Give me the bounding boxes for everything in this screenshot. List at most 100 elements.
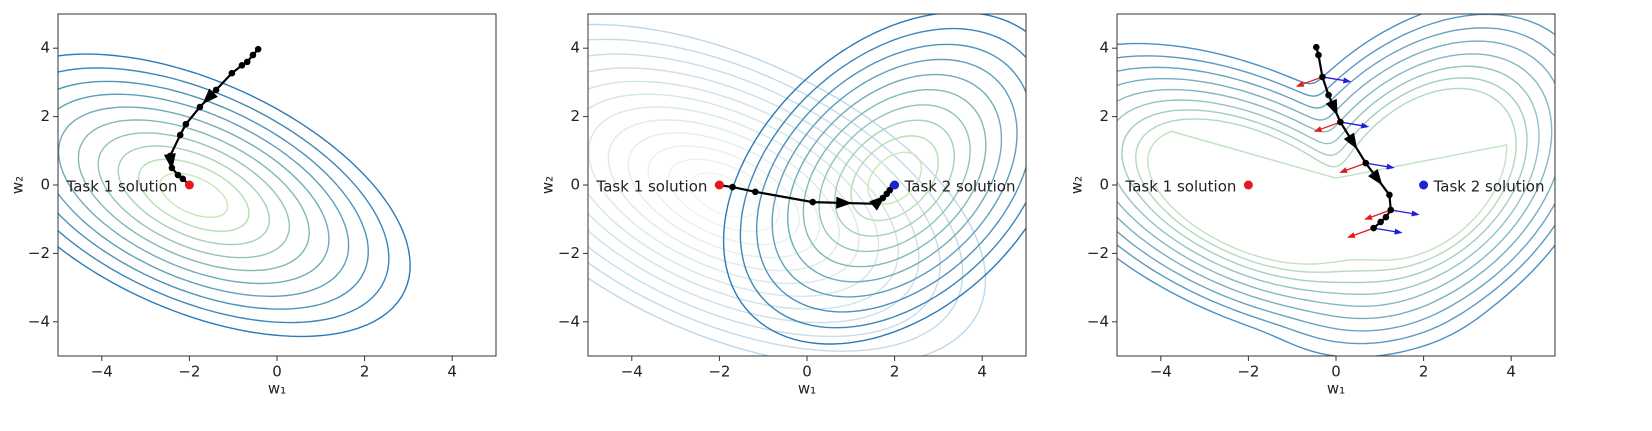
trajectory-point xyxy=(254,45,262,53)
gradient-arrow xyxy=(1300,76,1323,86)
x-axis-label: w₁ xyxy=(268,380,286,398)
contour xyxy=(1117,14,1555,356)
solution-label: Task 2 solution xyxy=(1433,178,1545,196)
y-tick-label: −4 xyxy=(558,312,580,330)
trajectory-point xyxy=(243,58,251,66)
trajectory-point xyxy=(228,69,236,77)
solution-label: Task 1 solution xyxy=(596,178,708,196)
contour xyxy=(1121,77,1528,284)
trajectory-point xyxy=(752,188,759,196)
gradient-arrow-head xyxy=(1346,232,1356,238)
x-tick-label: 0 xyxy=(802,363,812,381)
contour xyxy=(77,119,310,272)
contour xyxy=(834,119,955,237)
contour xyxy=(850,135,939,222)
contour xyxy=(58,106,330,285)
x-tick-label: 2 xyxy=(360,363,370,381)
trajectory-point xyxy=(179,175,187,183)
y-tick-label: 2 xyxy=(570,107,580,125)
gradient-arrow xyxy=(1340,121,1365,127)
direction-arrow xyxy=(1343,132,1358,150)
solution-point xyxy=(890,180,900,190)
gradient-arrow xyxy=(1365,162,1390,168)
y-tick-label: 0 xyxy=(40,176,50,194)
y-tick-label: −2 xyxy=(28,244,50,262)
y-tick-label: 4 xyxy=(1099,39,1109,57)
gradient-arrow-head xyxy=(1386,163,1395,170)
solution-label: Task 2 solution xyxy=(904,178,1016,196)
contour xyxy=(1117,40,1555,320)
contour xyxy=(58,67,390,324)
solution-label: Task 1 solution xyxy=(1125,178,1237,196)
trajectory-point xyxy=(166,152,174,160)
x-tick-label: −4 xyxy=(621,363,643,381)
direction-arrow xyxy=(202,88,218,105)
y-axis-label: w₂ xyxy=(9,176,27,194)
contour xyxy=(1117,14,1555,345)
x-axis-label: w₁ xyxy=(798,380,816,398)
panel: Task 1 solution Task 2 solution −4 −2 0 2 4 −4 −… xyxy=(539,13,1027,398)
trajectory-point xyxy=(1315,51,1322,59)
contour xyxy=(588,38,964,352)
plot-area xyxy=(58,45,411,338)
x-tick-label: −4 xyxy=(1150,363,1172,381)
trajectory-point xyxy=(168,164,176,172)
gradient-arrow xyxy=(1318,121,1341,131)
gradient-arrow-head xyxy=(1411,210,1420,217)
y-tick-label: −4 xyxy=(28,312,50,330)
trajectory-point xyxy=(809,198,816,206)
gradient-arrow-head xyxy=(1394,228,1403,235)
y-tick-label: 2 xyxy=(1099,107,1109,125)
contour xyxy=(588,80,900,310)
trajectory-point xyxy=(872,200,880,208)
contour xyxy=(722,14,1026,345)
trajectory-point xyxy=(174,171,182,179)
contour xyxy=(867,151,922,205)
contour xyxy=(58,80,370,310)
trajectory-point xyxy=(1337,118,1344,126)
x-tick-label: 2 xyxy=(890,363,900,381)
contour xyxy=(58,93,350,297)
contour xyxy=(1134,87,1517,273)
contour xyxy=(647,145,800,246)
contour xyxy=(627,132,821,259)
trajectory-point xyxy=(729,183,736,191)
contour xyxy=(1117,65,1540,295)
trajectory-point xyxy=(196,103,204,111)
contour xyxy=(159,172,229,218)
trajectory-point xyxy=(1387,206,1395,214)
contour xyxy=(1117,27,1555,332)
plot-area xyxy=(588,14,1026,356)
trajectory-point xyxy=(1312,43,1320,51)
direction-arrow xyxy=(1368,169,1383,186)
gradient-arrow xyxy=(1322,76,1347,82)
y-tick-label: −2 xyxy=(558,244,580,262)
y-tick-label: 0 xyxy=(1099,176,1109,194)
solution-point xyxy=(184,180,194,190)
gradient-arrow xyxy=(1368,209,1391,219)
contour xyxy=(802,89,987,268)
x-tick-label: −2 xyxy=(178,363,200,381)
contour xyxy=(588,67,920,324)
contour xyxy=(756,43,1026,313)
trajectory-point xyxy=(1377,218,1384,226)
contour xyxy=(97,132,291,259)
y-tick-label: 0 xyxy=(570,176,580,194)
contour xyxy=(588,23,987,356)
trajectory-point xyxy=(879,194,887,202)
y-tick-label: −4 xyxy=(1087,312,1109,330)
gradient-arrow-head xyxy=(1313,126,1323,132)
x-tick-label: 0 xyxy=(272,363,282,381)
contour xyxy=(117,145,270,246)
trajectory-point xyxy=(249,51,257,59)
contour xyxy=(1117,53,1553,307)
contour xyxy=(739,27,1026,329)
gradient-arrow-head xyxy=(1339,167,1348,173)
y-axis-label: w₂ xyxy=(1068,176,1086,194)
x-axis-label: w₁ xyxy=(1327,380,1345,398)
contour xyxy=(588,106,860,285)
gradient-arrow xyxy=(1390,209,1415,215)
contour xyxy=(1146,130,1508,265)
x-tick-label: 4 xyxy=(977,363,987,381)
